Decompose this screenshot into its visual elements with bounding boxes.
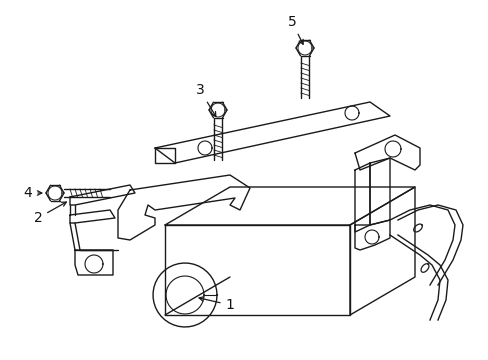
Text: 1: 1 <box>199 297 234 312</box>
Text: 2: 2 <box>34 202 66 225</box>
Text: 5: 5 <box>287 15 303 44</box>
Text: 4: 4 <box>23 186 42 200</box>
Text: 3: 3 <box>195 83 215 116</box>
